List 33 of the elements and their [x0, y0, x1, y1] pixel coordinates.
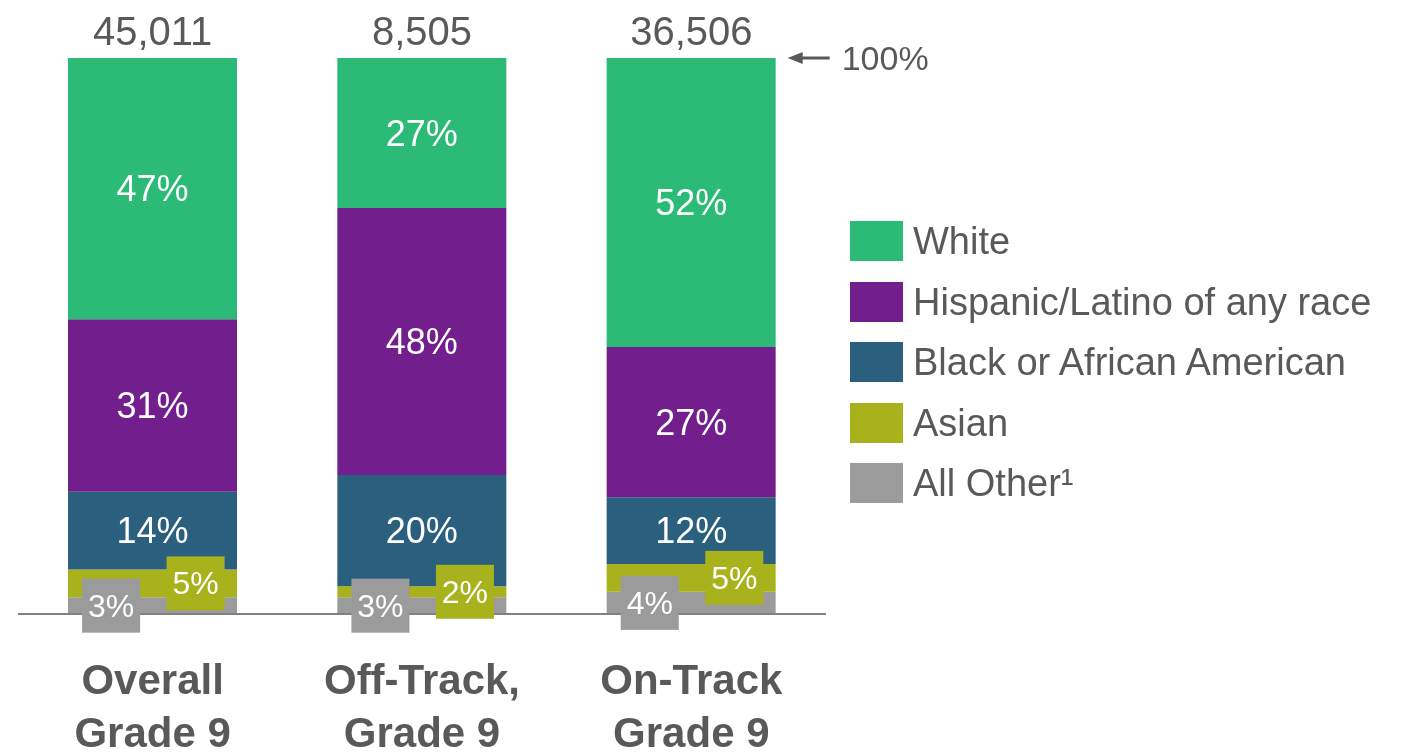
data-label: 48% — [385, 321, 458, 363]
legend-label: White — [913, 220, 1011, 262]
data-label: 31% — [116, 385, 189, 426]
x-tick-label: On-Track Grade 9 — [600, 656, 783, 753]
bar — [606, 347, 776, 498]
data-label: 27% — [385, 112, 458, 154]
legend-label: Black or African American — [913, 341, 1346, 383]
data-label: 5% — [711, 559, 758, 596]
annotation: 36,506 — [630, 9, 753, 53]
text: 100% — [841, 39, 929, 77]
x-tick-label: Off-Track, Grade 9 — [323, 656, 521, 753]
data-label: 4% — [626, 584, 673, 621]
data-label: 2% — [441, 573, 489, 610]
data-label: 3% — [87, 587, 135, 624]
bar — [606, 58, 776, 348]
data-label: 3% — [357, 587, 404, 624]
legend-label: Asian — [913, 401, 1009, 444]
data-label: 20% — [385, 510, 458, 552]
data-label: 5% — [172, 565, 219, 602]
annotation: 45,011 — [92, 9, 213, 53]
data-label: 14% — [116, 510, 189, 552]
bar — [337, 208, 507, 475]
bar — [68, 319, 237, 492]
bar — [337, 58, 507, 209]
data-label: 27% — [655, 401, 728, 443]
bar — [68, 58, 237, 320]
annotation: 8,505 — [371, 9, 473, 53]
data-label: 12% — [655, 510, 728, 552]
data-label: 47% — [116, 168, 189, 210]
x-tick-label: Overall Grade 9 — [74, 656, 231, 753]
legend-label: All Other¹ — [913, 462, 1074, 504]
data-label: 52% — [655, 182, 728, 224]
legend-label: Hispanic/Latino of any race — [913, 280, 1372, 323]
